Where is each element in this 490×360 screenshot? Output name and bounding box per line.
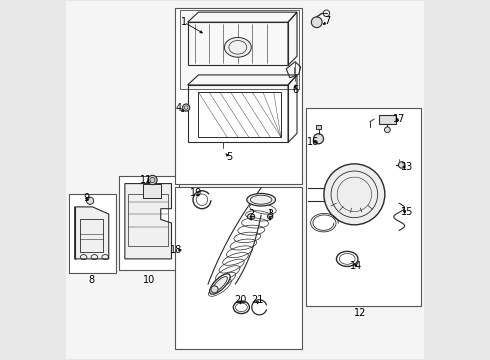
Polygon shape [74, 207, 109, 259]
Polygon shape [125, 184, 172, 259]
Bar [316, 125, 321, 129]
Text: 5: 5 [226, 152, 232, 162]
Circle shape [211, 286, 218, 293]
Bar [80, 220, 103, 252]
Text: 8: 8 [89, 275, 95, 285]
Circle shape [311, 17, 322, 28]
Bar [69, 194, 116, 273]
Text: 4: 4 [176, 103, 182, 113]
Text: 16: 16 [307, 138, 319, 147]
Ellipse shape [247, 214, 255, 220]
Text: 21: 21 [251, 295, 264, 305]
Bar [306, 108, 421, 306]
Ellipse shape [224, 37, 251, 57]
Circle shape [324, 164, 385, 225]
Circle shape [385, 127, 390, 133]
Bar [379, 115, 395, 124]
Ellipse shape [247, 193, 275, 206]
Text: 20: 20 [235, 295, 247, 305]
Polygon shape [180, 10, 299, 89]
Text: 17: 17 [393, 114, 405, 124]
Text: 14: 14 [350, 261, 362, 271]
Text: 1: 1 [181, 17, 187, 27]
Text: 7: 7 [324, 17, 331, 27]
Text: 6: 6 [292, 85, 298, 95]
Bar [143, 184, 161, 198]
Circle shape [314, 134, 323, 144]
Bar [175, 187, 302, 348]
Bar [128, 194, 168, 246]
Ellipse shape [210, 274, 230, 294]
Text: 3: 3 [267, 209, 273, 219]
Circle shape [183, 104, 190, 111]
Circle shape [398, 162, 405, 168]
Text: 11: 11 [140, 175, 152, 185]
Text: 18: 18 [170, 245, 182, 255]
Text: 10: 10 [143, 275, 155, 285]
Bar [175, 8, 302, 184]
Text: 13: 13 [401, 162, 413, 172]
Circle shape [87, 197, 94, 204]
Circle shape [148, 175, 157, 185]
Ellipse shape [268, 214, 273, 219]
Text: 15: 15 [401, 207, 413, 217]
Text: 12: 12 [354, 308, 366, 318]
Text: 19: 19 [190, 188, 202, 198]
Bar [120, 176, 179, 270]
Text: 2: 2 [248, 209, 254, 219]
Text: 9: 9 [83, 193, 89, 203]
